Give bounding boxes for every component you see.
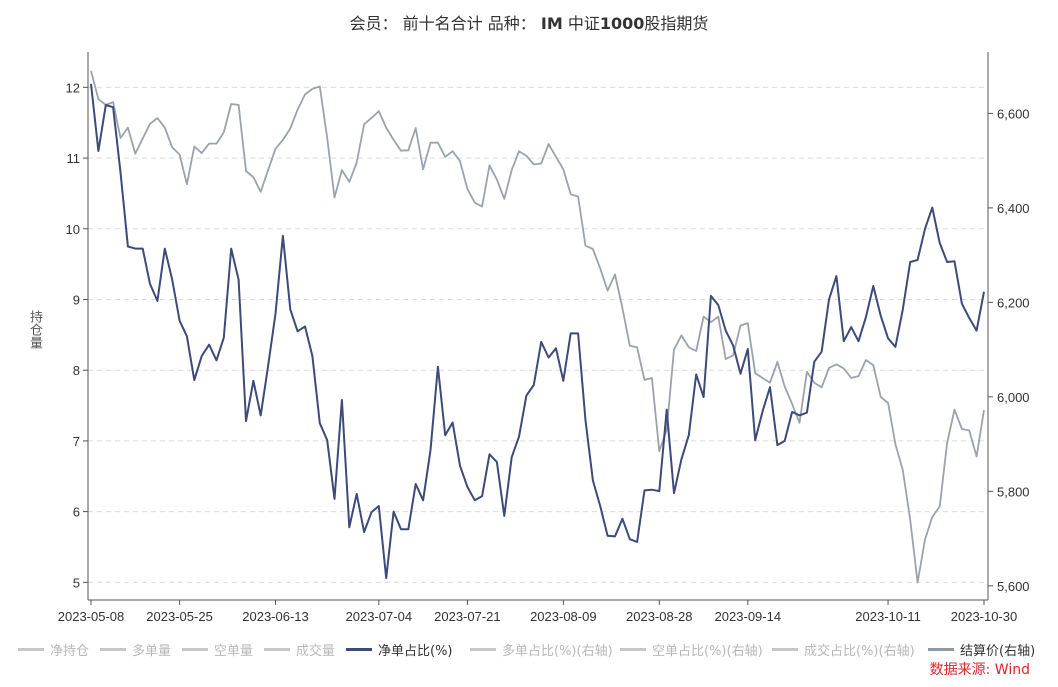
left-tick-label: 11 [67,151,81,166]
x-tick-label: 2023-10-30 [951,609,1018,624]
axes [87,52,989,601]
legend-swatch [620,648,646,651]
legend-swatch [18,648,44,651]
legend-item[interactable]: 多单占比(%)(右轴) [470,640,613,659]
legend-swatch [772,648,798,651]
y-axis-label: 持仓量 [27,310,42,349]
legend-item[interactable]: 净持仓 [18,640,89,659]
chart-legend: 净持仓 多单量 空单量 成交量 净单占比(%) 多单占比(%)(右轴) 空单占比(%)(右轴… [18,640,1048,659]
x-tick-label: 2023-08-09 [530,609,597,624]
x-tick-label: 2023-05-08 [58,609,125,624]
legend-label: 空单量 [214,644,254,659]
legend-item[interactable]: 成交量 [264,640,335,659]
series-lines [90,70,985,584]
right-axis-ticks: 5,600 5,800 6,000 6,200 6,400 6,600 [988,106,1030,594]
x-tick-label: 2023-10-11 [855,609,921,624]
x-axis-ticks: 2023-05-08 2023-05-25 2023-06-13 2023-07-04… [58,600,1018,624]
legend-label: 多单占比(%)(右轴) [502,644,613,659]
right-tick-label: 6,000 [997,390,1030,405]
right-tick-label: 6,400 [997,201,1030,216]
left-tick-label: 8 [73,363,80,378]
legend-swatch [100,648,126,651]
title-index-number: 1000 [599,14,645,33]
legend-label: 空单占比(%)(右轴) [652,644,763,659]
right-tick-label: 6,200 [997,295,1030,310]
legend-label: 多单量 [132,644,172,659]
legend-swatch [470,648,496,651]
legend-label: 成交量 [296,644,336,659]
legend-label: 结算价(右轴) [960,644,1036,659]
legend-item[interactable]: 空单量 [182,640,253,659]
left-tick-label: 6 [73,505,80,520]
right-tick-label: 6,600 [997,106,1030,121]
legend-swatch [346,648,372,651]
legend-label: 净持仓 [50,644,90,659]
series-line-settlement-price [90,70,985,584]
legend-item[interactable]: 成交占比(%)(右轴) [772,640,915,659]
x-tick-label: 2023-08-28 [626,609,693,624]
left-tick-label: 9 [73,292,80,307]
x-tick-label: 2023-06-13 [242,609,309,624]
x-tick-label: 2023-07-04 [346,609,413,624]
data-source: 数据来源: Wind [929,662,1030,678]
title-contract-code: IM [540,14,563,33]
gridlines [88,86,988,583]
left-tick-label: 12 [66,80,80,95]
legend-swatch [264,648,290,651]
legend-swatch [928,648,954,651]
left-axis-ticks: 5 6 7 8 9 10 11 12 [66,80,88,590]
title-suffix: 中证 [567,14,600,33]
x-tick-label: 2023-05-25 [146,609,213,624]
title-suffix2: 股指期货 [644,14,709,33]
series-line-net-ratio [90,83,985,580]
chart-title: 会员： 前十名合计 品种： IM 中证1000股指期货 [0,10,1058,34]
left-tick-label: 7 [73,434,80,449]
right-tick-label: 5,800 [997,484,1030,499]
left-tick-label: 5 [73,575,80,590]
legend-item[interactable]: 空单占比(%)(右轴) [620,640,763,659]
legend-label: 成交占比(%)(右轴) [804,644,915,659]
legend-item[interactable]: 多单量 [100,640,171,659]
x-tick-label: 2023-07-21 [434,609,501,624]
right-tick-label: 5,600 [997,579,1030,594]
legend-item[interactable]: 结算价(右轴) [928,640,1035,659]
left-tick-label: 10 [66,222,80,237]
legend-label: 净单占比(%) [378,644,453,659]
x-tick-label: 2023-09-14 [715,609,782,624]
legend-item[interactable]: 净单占比(%) [346,640,453,659]
title-prefix: 会员： 前十名合计 品种： [349,14,536,33]
legend-swatch [182,648,208,651]
